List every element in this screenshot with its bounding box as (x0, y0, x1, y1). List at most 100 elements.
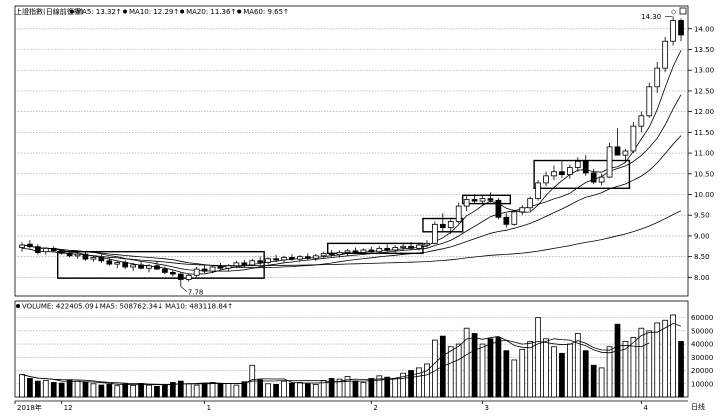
candle (241, 259, 248, 267)
volume-bar (543, 338, 549, 398)
candle (590, 168, 597, 185)
volume-bar (376, 375, 383, 398)
volume-bar (82, 382, 89, 398)
volume-bar (130, 384, 136, 398)
low-annotation: 7.78 (188, 288, 204, 296)
volume-bar (297, 382, 303, 398)
price-boxes (57, 159, 631, 279)
volume-bar (598, 367, 605, 398)
candle (582, 155, 589, 176)
price-tick-label: 10.00 (694, 191, 714, 199)
volume-bar (19, 374, 25, 398)
candle (400, 243, 406, 251)
candle (297, 254, 303, 262)
candle (408, 242, 414, 251)
volume-tick-label: 30000 (691, 354, 713, 362)
candle (320, 251, 327, 259)
volume-bar (614, 323, 621, 398)
candle (344, 249, 351, 256)
price-tick-label: 11.00 (694, 150, 714, 158)
candle (257, 256, 264, 265)
candle (424, 240, 430, 248)
date-tick-label: 1 (207, 404, 211, 412)
date-tick-label: 3 (485, 404, 489, 412)
candle (455, 202, 462, 224)
ma-legend-label: MA10: 12.29↑ (129, 8, 179, 16)
candle (66, 251, 73, 258)
date-axis: 2018年 12 1 2 3 4 (14, 400, 688, 412)
consolidation-box (461, 194, 512, 205)
volume-bar (312, 384, 319, 398)
volume-bar (447, 346, 454, 398)
candle (519, 204, 526, 216)
price-tick-label: 14.00 (694, 25, 714, 33)
volume-legend-label: VOLUME: 422405.09↓ (22, 303, 100, 311)
candle (336, 250, 343, 258)
volume-bar (654, 322, 661, 398)
volume-bar (42, 380, 49, 398)
volume-bar (27, 378, 33, 398)
candle (352, 247, 359, 255)
ma-line-ma60 (21, 210, 682, 267)
candle (416, 243, 422, 251)
candle (154, 261, 160, 270)
volume-bar (336, 378, 343, 398)
volume-bar (392, 378, 399, 398)
price-tick-label: 8.50 (694, 253, 710, 261)
volume-bar (487, 338, 494, 398)
price-tick-label: 8.00 (694, 274, 710, 282)
volume-bar (535, 317, 541, 398)
candle (225, 264, 232, 272)
candle (479, 196, 486, 205)
candle (82, 252, 89, 261)
candle (312, 254, 319, 261)
volume-bar (559, 352, 565, 398)
volume-bar (58, 382, 65, 398)
volume-bar (138, 383, 144, 398)
candle (606, 142, 613, 178)
volume-bar (352, 380, 359, 398)
candle (281, 255, 287, 263)
volume-header: VOLUME: 422405.09↓ MA5: 508762.34↓ MA10: 4… (16, 303, 233, 311)
price-tick-label: 11.50 (694, 129, 714, 137)
volume-bar (122, 383, 129, 398)
candle (106, 257, 113, 266)
volume-bar (154, 386, 160, 398)
candle (130, 262, 136, 272)
candle (447, 219, 454, 234)
volume-bar (463, 327, 470, 398)
volume-ma-lines (21, 322, 682, 386)
volume-bar (304, 383, 311, 398)
candle (654, 61, 661, 93)
candle (50, 246, 57, 253)
volume-bar (265, 383, 271, 398)
ma-legend-label: MA60: 9.65↑ (243, 8, 289, 16)
candle (249, 258, 256, 266)
candle (122, 259, 129, 270)
volume-bar (185, 383, 192, 398)
candle (273, 254, 279, 262)
candle (265, 257, 271, 265)
volume-bar (146, 384, 152, 398)
candle (376, 245, 383, 254)
candle (432, 221, 438, 245)
candle (646, 82, 653, 118)
volume-tick-label: 60000 (691, 314, 713, 322)
candle (463, 196, 470, 212)
candle (614, 128, 621, 156)
candle (495, 197, 502, 220)
volume-bar (50, 382, 57, 398)
candle (209, 265, 216, 274)
volume-bar (630, 337, 637, 398)
candle (662, 37, 669, 73)
volume-bar (670, 314, 676, 398)
candle (34, 244, 41, 255)
candle (439, 213, 446, 232)
candle (138, 261, 144, 270)
candle (630, 122, 637, 154)
candle (146, 264, 152, 273)
ma-legend-dot (70, 9, 74, 14)
low-pointer (180, 286, 187, 292)
volume-bar (622, 341, 629, 398)
